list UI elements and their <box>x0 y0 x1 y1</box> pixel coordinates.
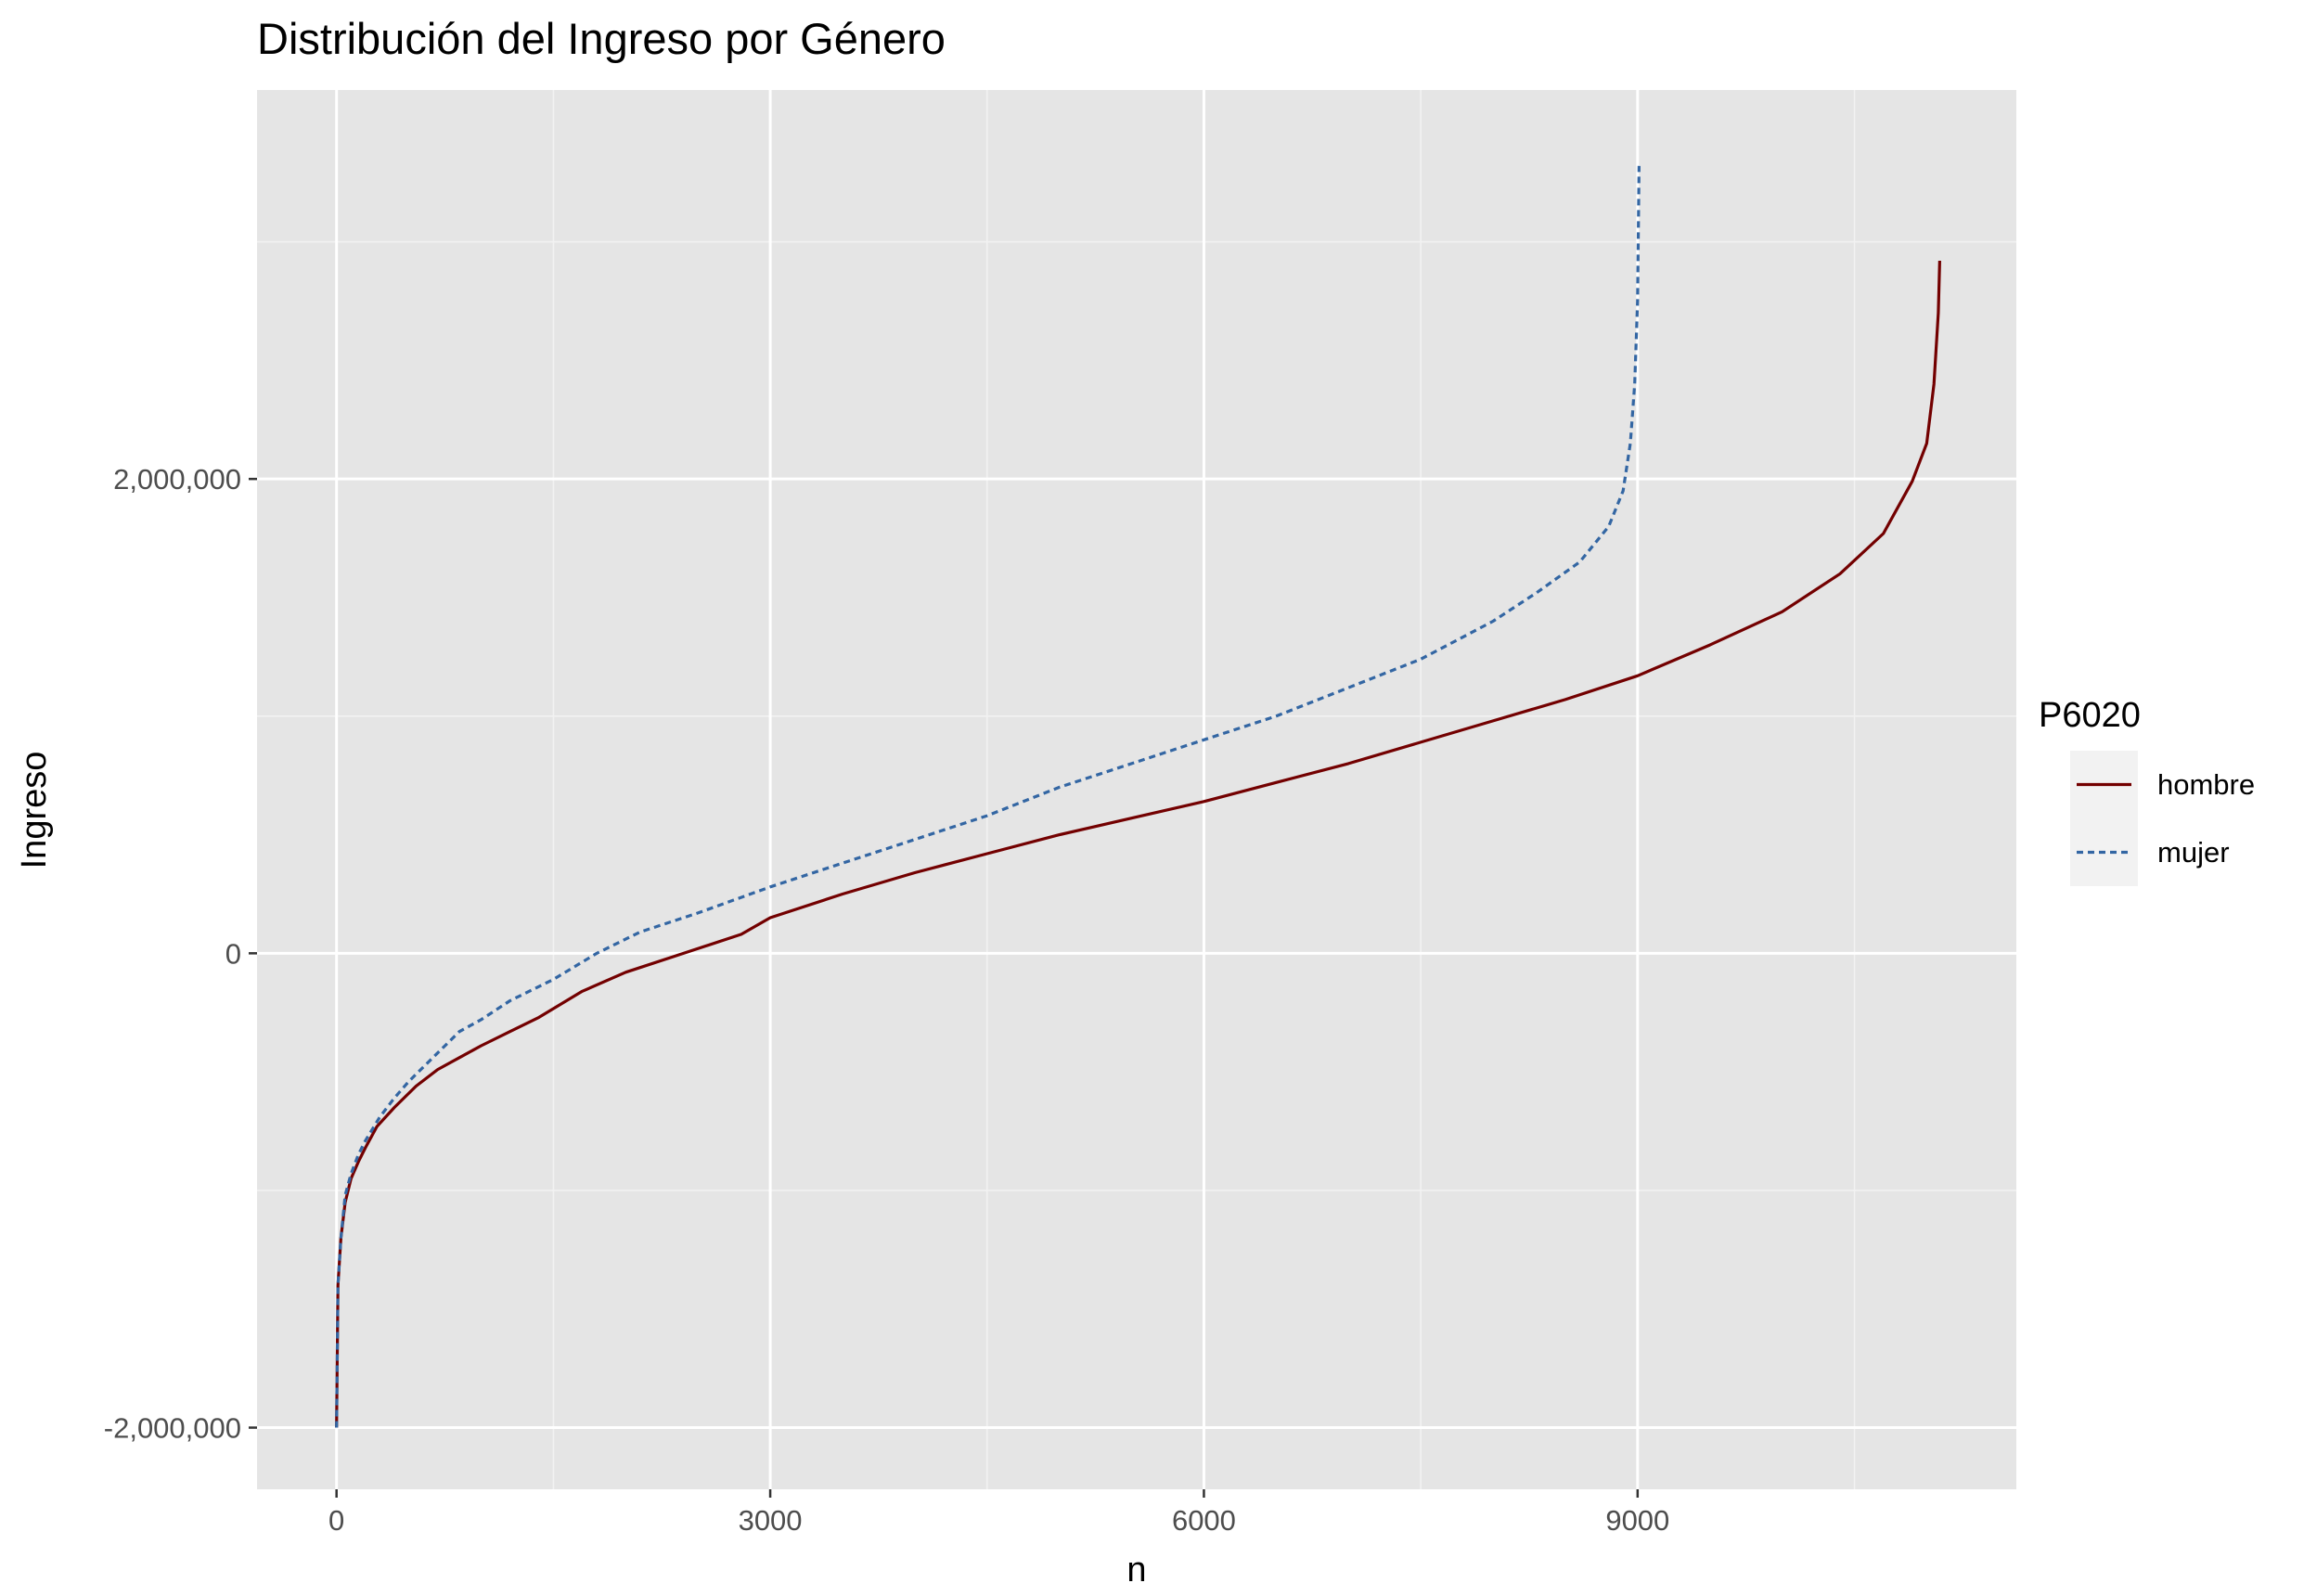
y-tick-label: 2,000,000 <box>113 463 241 496</box>
legend-label-mujer: mujer <box>2157 836 2230 869</box>
y-tick-label: 0 <box>225 937 241 970</box>
series-line-hombre <box>335 260 1941 1428</box>
x-axis-title: n <box>1126 1551 1146 1590</box>
legend-label-hombre: hombre <box>2157 768 2255 801</box>
x-tick-label: 9000 <box>1605 1504 1669 1537</box>
y-tick-label: -2,000,000 <box>104 1412 241 1445</box>
legend-title: P6020 <box>2039 696 2141 735</box>
series-layer <box>335 165 1941 1428</box>
x-tick-label: 0 <box>328 1504 344 1537</box>
x-tick-label: 3000 <box>739 1504 803 1537</box>
y-axis-title: Ingreso <box>15 752 54 869</box>
x-tick-label: 6000 <box>1172 1504 1236 1537</box>
series-line-mujer <box>335 165 1641 1428</box>
x-axis: 0 3000 6000 9000 <box>328 1489 1669 1537</box>
minor-gridlines <box>257 90 2016 1489</box>
chart-title: Distribución del Ingreso por Género <box>257 14 946 63</box>
plot-panel <box>257 90 2016 1489</box>
y-axis: -2,000,000 0 2,000,000 <box>104 463 257 1445</box>
legend: P6020 hombre mujer <box>2039 696 2255 886</box>
